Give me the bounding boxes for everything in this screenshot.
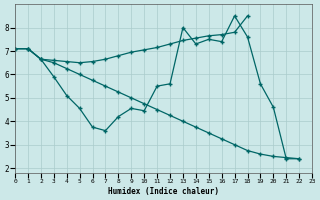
X-axis label: Humidex (Indice chaleur): Humidex (Indice chaleur) [108,187,219,196]
